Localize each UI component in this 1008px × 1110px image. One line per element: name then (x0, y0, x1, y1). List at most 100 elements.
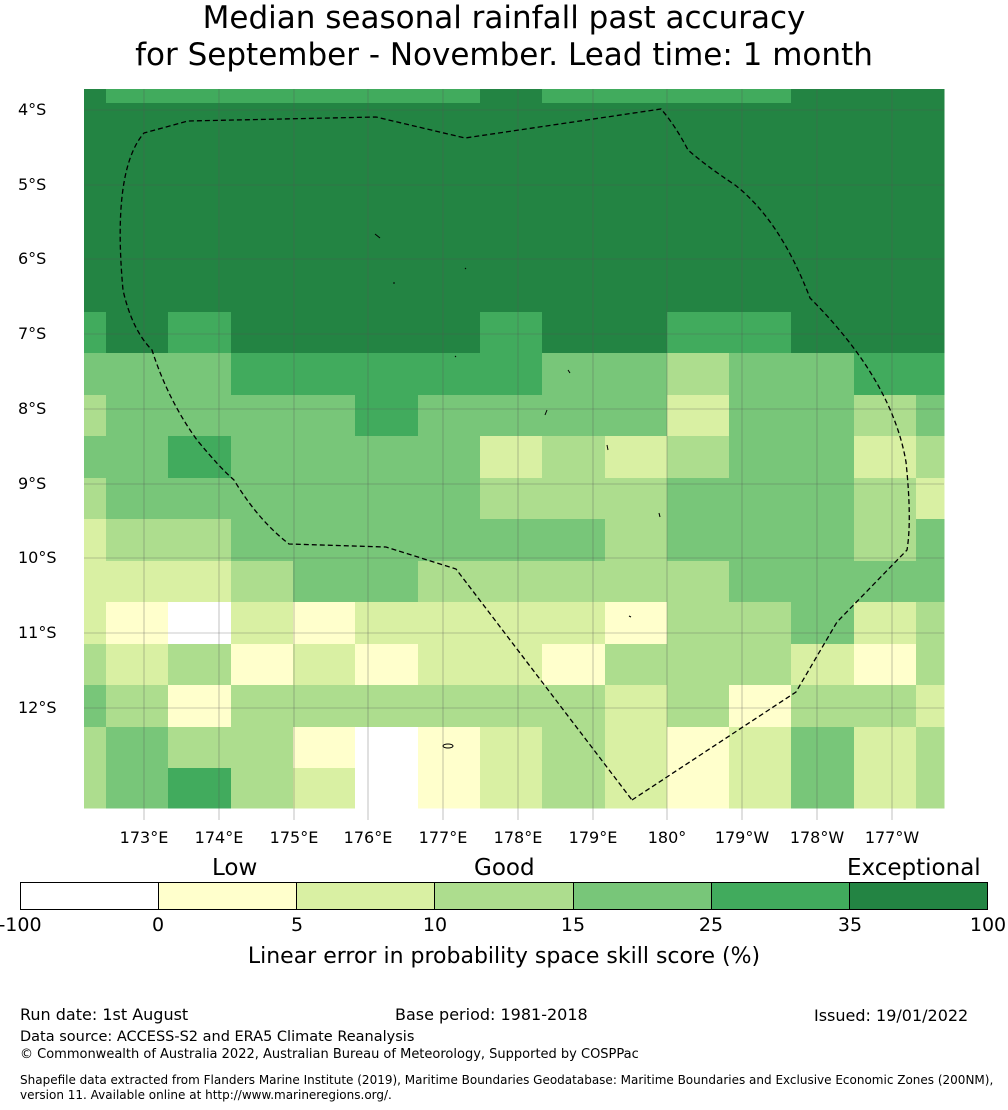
grid-cell (355, 89, 419, 104)
grid-cell (916, 478, 945, 520)
grid-cell (480, 103, 543, 146)
grid-cell (729, 103, 792, 146)
island-mark (628, 615, 632, 618)
colorbar-segment (159, 883, 298, 909)
grid-cell (791, 727, 855, 769)
run-date: Run date: 1st August (20, 1005, 189, 1024)
grid-cell (854, 727, 917, 769)
grid-cell (168, 727, 232, 769)
grid-cell (480, 270, 543, 313)
grid-cell (293, 228, 356, 271)
grid-cell (418, 89, 481, 104)
grid-cell (293, 561, 356, 603)
map-title-line-2: for September - November. Lead time: 1 m… (135, 37, 873, 73)
grid-cell (605, 89, 668, 104)
grid-cell (84, 228, 107, 271)
grid-cell (293, 145, 356, 188)
island-outlines (374, 233, 661, 749)
grid-cell (84, 436, 107, 479)
grid-cell (84, 478, 107, 520)
colorbar (20, 882, 988, 910)
grid-cell (854, 145, 917, 188)
grid-cell (231, 727, 294, 769)
grid-cell (106, 644, 169, 686)
grid-cell (667, 685, 730, 728)
grid-cell (916, 602, 945, 645)
grid-cell (916, 685, 945, 728)
grid-cell (106, 519, 169, 562)
grid-cell (168, 478, 232, 520)
grid-cell (916, 228, 945, 271)
grid-cell (84, 602, 107, 645)
grid-cell (916, 644, 945, 686)
grid-cell (605, 602, 668, 645)
colorbar-segment (711, 883, 850, 909)
grid-cell (480, 644, 543, 686)
grid-cell (480, 187, 543, 229)
colorbar-tick: 10 (422, 914, 448, 936)
grid-cell (106, 89, 169, 104)
grid-cell (231, 478, 294, 520)
grid-cell (916, 436, 945, 479)
grid-cell (480, 727, 543, 769)
grid-cell (667, 602, 730, 645)
grid-cell (231, 270, 294, 313)
grid-cell (231, 519, 294, 562)
grid-cell (729, 768, 792, 809)
grid-cell (667, 561, 730, 603)
colorbar-tick: -100 (0, 914, 42, 936)
grid-cell (542, 644, 606, 686)
grid-cell (729, 644, 792, 686)
grid-cell (84, 89, 107, 104)
grid-cell (231, 768, 294, 809)
grid-cell (542, 436, 606, 479)
grid-cell (168, 685, 232, 728)
grid-cell (854, 270, 917, 313)
grid-cell (791, 519, 855, 562)
grid-cell (791, 436, 855, 479)
lon-label: 173°E (119, 828, 169, 847)
grid-cell (854, 561, 917, 603)
grid-cell (854, 519, 917, 562)
grid-cell (106, 727, 169, 769)
grid-cell (106, 353, 169, 396)
grid-cell (729, 685, 792, 728)
grid-cell (605, 395, 668, 437)
grid-cell (293, 395, 356, 437)
shapefile-credit-line-2: version 11. Available online at http://w… (20, 1088, 392, 1102)
grid-cell (84, 768, 107, 809)
island-mark (374, 233, 381, 239)
grid-cell (667, 228, 730, 271)
grid-cell (418, 768, 481, 809)
grid-cell (854, 89, 917, 104)
grid-cell (418, 644, 481, 686)
grid-cell (791, 228, 855, 271)
grid-cell (729, 436, 792, 479)
grid-cell (293, 436, 356, 479)
grid-cell (355, 602, 419, 645)
colorbar-tick: 5 (290, 914, 304, 936)
grid-cell (355, 561, 419, 603)
grid-cell (231, 145, 294, 188)
grid-cell (106, 685, 169, 728)
grid-cell (729, 561, 792, 603)
grid-cell (418, 561, 481, 603)
grid-cell (916, 768, 945, 809)
grid-cell (480, 145, 543, 188)
grid-cell (106, 478, 169, 520)
grid-cell (916, 727, 945, 769)
grid-cell (106, 270, 169, 313)
grid-cell (791, 561, 855, 603)
lon-label: 178°W (789, 828, 845, 847)
colorbar-tick: 100 (969, 914, 1007, 936)
grid-cell (791, 478, 855, 520)
colorbar-segment (297, 883, 436, 909)
lon-label: 177°E (418, 828, 468, 847)
island-mark (454, 355, 457, 358)
grid-cell (418, 478, 481, 520)
grid-cell (106, 312, 169, 354)
grid-cell (605, 561, 668, 603)
colorbar-tick: 25 (698, 914, 724, 936)
grid-cell (168, 187, 232, 229)
grid-cell (84, 685, 107, 728)
